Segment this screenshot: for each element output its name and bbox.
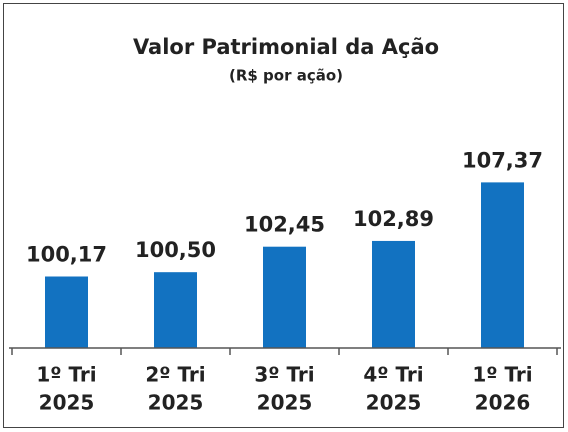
x-tick-label: 3º Tri (254, 363, 314, 387)
value-label: 100,50 (135, 238, 216, 262)
x-tick-label: 2025 (366, 391, 422, 415)
x-tick-label: 2025 (39, 391, 95, 415)
bar (372, 240, 415, 348)
frame (3, 3, 564, 428)
x-tick-label: 2025 (148, 391, 204, 415)
bar (481, 182, 524, 348)
value-label: 100,17 (26, 242, 107, 266)
value-label: 107,37 (462, 148, 543, 172)
x-tick-label: 4º Tri (363, 363, 423, 387)
x-tick-label: 1º Tri (472, 363, 532, 387)
value-label: 102,89 (353, 207, 434, 231)
x-tick-label: 2026 (475, 391, 531, 415)
chart-subtitle: (R$ por ação) (229, 67, 343, 85)
bar (45, 276, 88, 348)
x-tick-label: 1º Tri (36, 363, 96, 387)
chart-title: Valor Patrimonial da Ação (133, 35, 439, 59)
bar (154, 272, 197, 348)
bar (263, 246, 306, 348)
x-tick-label: 2º Tri (145, 363, 205, 387)
x-tick-label: 2025 (257, 391, 313, 415)
value-label: 102,45 (244, 213, 325, 237)
